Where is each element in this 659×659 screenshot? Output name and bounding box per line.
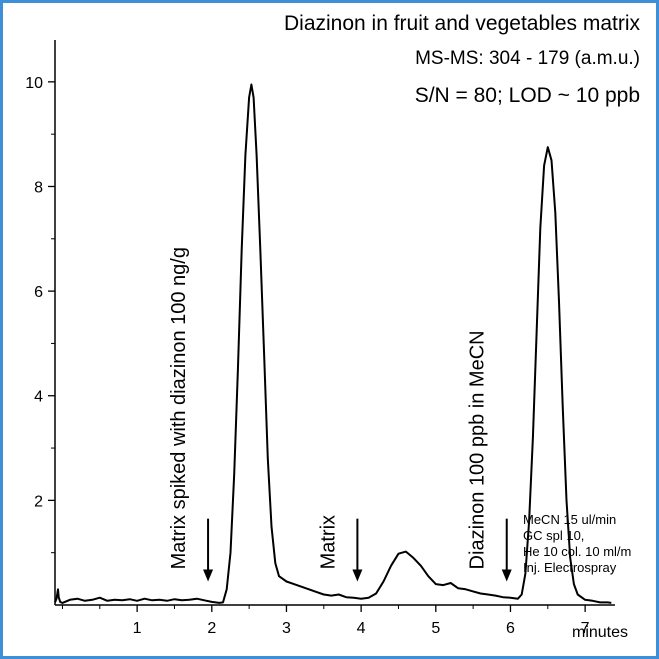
condition-line-3: Inj. Electrospray: [523, 560, 617, 575]
chart-titles: Diazinon in fruit and vegetables matrix …: [284, 12, 641, 107]
x-tick-label-4: 4: [357, 620, 366, 637]
annotation-label-0: Matrix spiked with diazinon 100 ng/g: [168, 247, 190, 569]
y-tick-label-8: 8: [34, 179, 43, 196]
series-layer: [54, 83, 612, 604]
tick-labels: 1 2 3 4 5 6 7 2 4 6 8 10: [25, 75, 589, 637]
annotation-arrowhead-1: [352, 569, 363, 582]
y-tick-label-4: 4: [34, 389, 43, 406]
annotation-arrowhead-2: [501, 569, 512, 582]
y-tick-label-2: 2: [34, 493, 43, 510]
chart-title: Diazinon in fruit and vegetables matrix: [284, 12, 641, 35]
x-tick-label-6: 6: [506, 620, 515, 637]
chromatogram-trace-0: [54, 83, 612, 604]
condition-line-2: He 10 col. 10 ml/m: [523, 544, 631, 559]
y-tick-label-6: 6: [34, 284, 43, 301]
annotation-label-1: Matrix: [317, 515, 339, 569]
y-tick-label-10: 10: [25, 75, 43, 92]
chart-subtitle-sn: S/N = 80; LOD ~ 10 ppb: [415, 84, 640, 107]
x-tick-label-1: 1: [133, 620, 142, 637]
condition-line-1: GC spl 10,: [523, 528, 584, 543]
tick-marks: [48, 81, 586, 612]
x-axis-label: minutes: [572, 624, 628, 641]
x-tick-label-2: 2: [207, 620, 216, 637]
x-tick-label-3: 3: [282, 620, 291, 637]
x-tick-label-7: 7: [581, 620, 590, 637]
condition-line-0: MeCN 15 ul/min: [523, 512, 616, 527]
annotation-arrowhead-0: [203, 569, 214, 582]
x-tick-label-5: 5: [431, 620, 440, 637]
annotation-label-2: Diazinon 100 ppb in MeCN: [467, 330, 489, 569]
chart-subtitle-ms: MS-MS: 304 - 179 (a.m.u.): [415, 48, 640, 69]
annotations: Matrix spiked with diazinon 100 ng/g Matr…: [168, 247, 512, 582]
